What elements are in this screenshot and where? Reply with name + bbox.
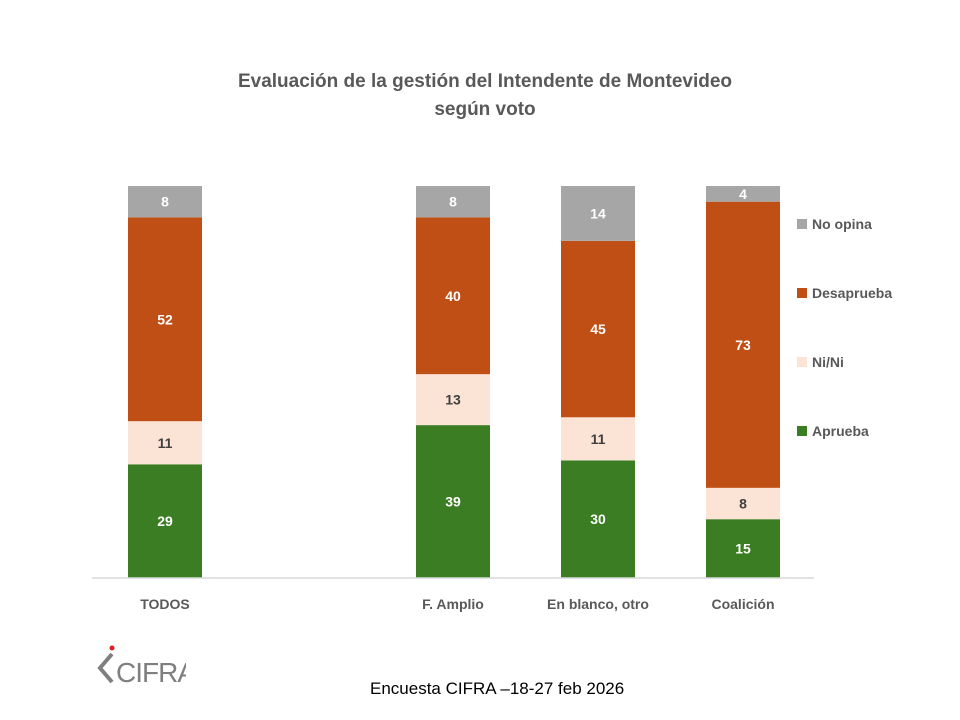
legend-swatch-aprueba xyxy=(797,426,807,436)
bar-segment-ni-ni-f-amplio xyxy=(416,374,490,426)
data-label-ni-ni-todos: 11 xyxy=(158,435,173,451)
legend-swatch-desaprueba xyxy=(797,288,807,298)
bar-segment-desaprueba-f-amplio xyxy=(416,217,490,375)
legend-swatch-no-opina xyxy=(797,219,807,229)
data-label-ni-ni-en-blanco-otro: 11 xyxy=(591,431,606,447)
data-label-aprueba-coalicion: 15 xyxy=(735,541,751,557)
bar-segment-desaprueba-en-blanco-otro xyxy=(561,240,635,418)
bar-segment-no-opina-f-amplio xyxy=(416,186,490,218)
logo-text: CIFRA xyxy=(116,657,186,688)
legend-label-aprueba: Aprueba xyxy=(812,423,869,439)
data-label-aprueba-todos: 29 xyxy=(157,513,173,529)
data-label-no-opina-coalicion: 4 xyxy=(739,186,747,202)
data-label-ni-ni-f-amplio: 13 xyxy=(445,392,461,408)
data-label-no-opina-en-blanco-otro: 14 xyxy=(590,205,606,221)
survey-source-footer: Encuesta CIFRA –18-27 feb 2026 xyxy=(370,679,625,698)
bar-segment-aprueba-f-amplio xyxy=(416,425,490,578)
legend: No opina Desaprueba Ni/Ni Aprueba xyxy=(797,216,892,439)
bar-segment-ni-ni-coalicion xyxy=(706,487,780,520)
category-label-coalicion: Coalición xyxy=(711,596,774,612)
category-labels: TODOS F. Amplio En blanco, otro Coalición xyxy=(140,596,774,612)
data-label-ni-ni-coalicion: 8 xyxy=(739,496,747,512)
bars-group: 29 11 52 8 39 13 40 8 30 11 45 14 15 8 73 4 xyxy=(128,186,780,578)
data-label-desaprueba-todos: 52 xyxy=(157,311,173,327)
chart-title-line-2: según voto xyxy=(434,99,535,120)
data-label-desaprueba-coalicion: 73 xyxy=(735,337,751,353)
bar-segment-no-opina-todos xyxy=(128,186,202,218)
bar-segment-ni-ni-en-blanco-otro xyxy=(561,417,635,461)
bar-segment-no-opina-coalicion xyxy=(706,186,780,202)
data-label-no-opina-f-amplio: 8 xyxy=(449,194,457,210)
bar-segment-aprueba-en-blanco-otro xyxy=(561,460,635,578)
bar-segment-aprueba-todos xyxy=(128,464,202,578)
data-label-no-opina-todos: 8 xyxy=(161,194,169,210)
data-label-desaprueba-f-amplio: 40 xyxy=(445,288,461,304)
legend-swatch-ni-ni xyxy=(797,357,807,367)
legend-label-desaprueba: Desaprueba xyxy=(812,285,892,301)
cifra-logo: CIFRA xyxy=(96,644,197,693)
category-label-en-blanco-otro: En blanco, otro xyxy=(547,596,649,612)
chart-title-line-1: Evaluación de la gestión del Intendente … xyxy=(238,71,732,92)
category-label-f-amplio: F. Amplio xyxy=(422,596,484,612)
legend-label-ni-ni: Ni/Ni xyxy=(812,354,844,370)
logo-red-dot xyxy=(109,645,115,651)
legend-label-no-opina: No opina xyxy=(812,216,872,232)
data-label-aprueba-f-amplio: 39 xyxy=(445,494,461,510)
bar-segment-desaprueba-todos xyxy=(128,217,202,422)
bar-segment-desaprueba-coalicion xyxy=(706,201,780,488)
category-label-todos: TODOS xyxy=(140,596,190,612)
bar-segment-aprueba-coalicion xyxy=(706,519,780,578)
bar-segment-no-opina-en-blanco-otro xyxy=(561,186,635,241)
data-label-aprueba-en-blanco-otro: 30 xyxy=(590,511,606,527)
logo-chevron xyxy=(97,652,114,684)
data-label-desaprueba-en-blanco-otro: 45 xyxy=(590,321,606,337)
bar-segment-ni-ni-todos xyxy=(128,421,202,465)
